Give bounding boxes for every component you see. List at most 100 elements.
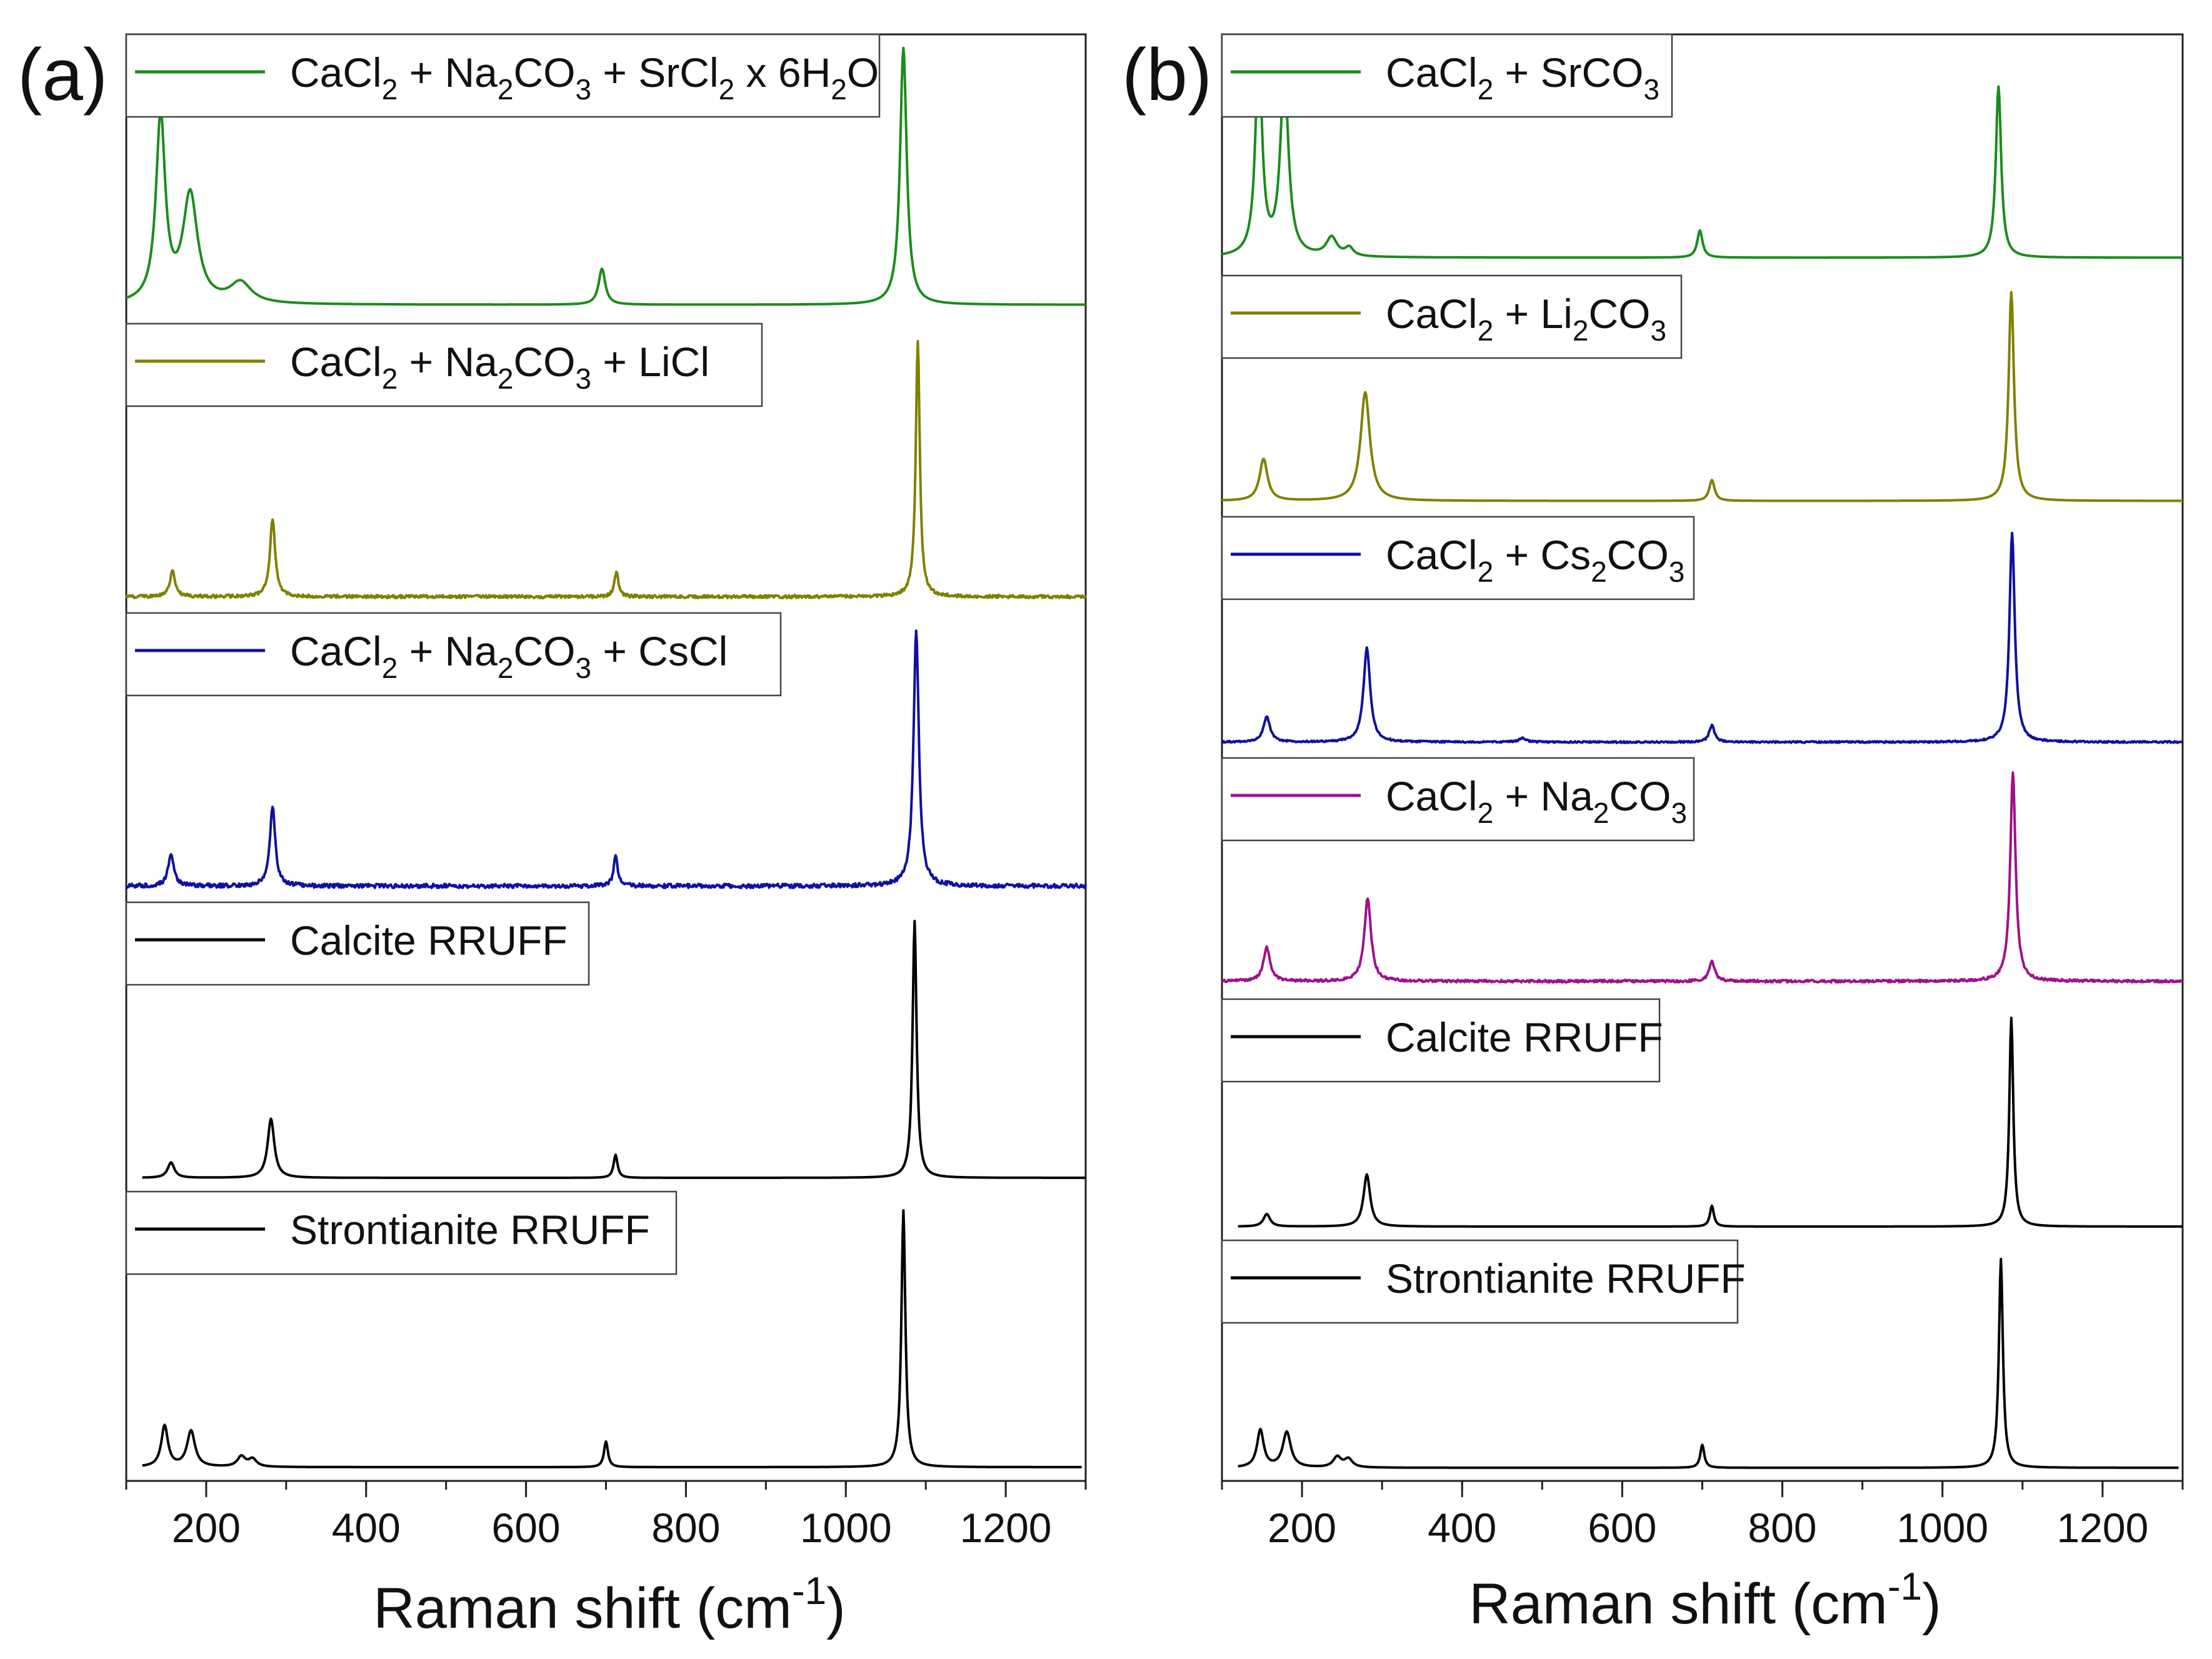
legend-text: CO bbox=[1607, 532, 1669, 578]
legend-subscript: 3 bbox=[1650, 314, 1666, 347]
legend-box: Strontianite RRUFF bbox=[125, 1190, 678, 1275]
legend-box: Calcite RRUFF bbox=[1221, 998, 1663, 1083]
legend-subscript: 2 bbox=[498, 652, 514, 684]
spectrum-line bbox=[126, 629, 1087, 890]
legend-frame bbox=[1221, 516, 1695, 600]
legend-subscript: 2 bbox=[1593, 797, 1609, 829]
x-tick-label: 200 bbox=[172, 1505, 241, 1551]
legend-text: x 6H bbox=[734, 49, 831, 96]
panel-label: (a) bbox=[18, 34, 108, 116]
legend-text: Calcite RRUFF bbox=[1386, 1014, 1663, 1060]
legend-label: Calcite RRUFF bbox=[1386, 1014, 1663, 1060]
legend-text: CaCl bbox=[1386, 773, 1478, 819]
legend-text: CO bbox=[1588, 291, 1650, 337]
legend-subscript: 3 bbox=[575, 362, 591, 395]
legend-frame bbox=[125, 901, 590, 986]
x-tick-label: 1000 bbox=[800, 1505, 892, 1551]
legend-text: CaCl bbox=[1386, 291, 1478, 337]
legend-label: CaCl2 + Na2CO3 + SrCl2 x 6H2O bbox=[290, 49, 879, 106]
spectrum-line bbox=[125, 340, 1087, 600]
legend-label: CaCl2 + Cs2CO3 bbox=[1386, 532, 1684, 588]
legend-frame bbox=[1221, 998, 1661, 1083]
legend-subscript: 2 bbox=[382, 362, 398, 395]
x-tick-label: 1000 bbox=[1896, 1505, 1988, 1551]
legend-label: CaCl2 + Na2CO3 bbox=[1386, 773, 1687, 829]
legend-box: CaCl2 + Na2CO3 + LiCl bbox=[125, 322, 763, 407]
panel-label: (b) bbox=[1122, 34, 1212, 116]
legend-frame bbox=[1221, 274, 1683, 359]
x-tick-label: 1200 bbox=[960, 1505, 1052, 1551]
legend-text: + Na bbox=[1493, 773, 1593, 819]
legend-subscript: 2 bbox=[719, 73, 735, 106]
panel-a: (a) 200 400 600 800 1000 1200 Raman shift (cm-1… bbox=[18, 33, 1087, 1640]
legend-text: Strontianite RRUFF bbox=[290, 1207, 650, 1253]
legend-subscript: 3 bbox=[575, 73, 591, 106]
x-tick-label: 400 bbox=[1428, 1505, 1496, 1551]
legend-text: CO bbox=[1609, 773, 1671, 819]
spectrum-line bbox=[1237, 1258, 2179, 1469]
legend-box: Strontianite RRUFF bbox=[1221, 1239, 1746, 1324]
legend-subscript: 2 bbox=[382, 73, 398, 106]
legend-subscript: 2 bbox=[1591, 555, 1607, 588]
legend-text: + Cs bbox=[1493, 532, 1591, 578]
x-tick-label: 400 bbox=[332, 1505, 401, 1551]
legend-subscript: 2 bbox=[1478, 314, 1494, 347]
x-tick-label: 600 bbox=[1588, 1505, 1656, 1551]
legend-label: CaCl2 + Na2CO3 + LiCl bbox=[290, 339, 709, 395]
legend-text: + LiCl bbox=[591, 339, 709, 385]
x-axis-label-text: Raman shift (cm bbox=[373, 1577, 792, 1640]
x-tick-label: 1200 bbox=[2057, 1505, 2149, 1551]
legend-text: CaCl bbox=[290, 49, 382, 96]
spectrum-line bbox=[1221, 771, 2184, 984]
legend-subscript: 2 bbox=[1478, 797, 1494, 829]
x-tick-label: 600 bbox=[492, 1505, 561, 1551]
legend-label: CaCl2 + SrCO3 bbox=[1386, 49, 1659, 106]
x-axis-label-close: ) bbox=[826, 1577, 846, 1640]
x-axis-label-text: Raman shift (cm bbox=[1469, 1572, 1888, 1636]
legend-subscript: 2 bbox=[1478, 555, 1494, 588]
legend-frame bbox=[125, 612, 782, 697]
legend-text: CO bbox=[513, 49, 575, 96]
legend-text: + SrCl bbox=[591, 49, 719, 96]
legend-subscript: 3 bbox=[1644, 73, 1660, 106]
spectrum-line bbox=[1221, 532, 2184, 744]
legend-text: + CsCl bbox=[591, 628, 728, 674]
legend-box: Calcite RRUFF bbox=[125, 901, 590, 986]
panel-b: (b) 200 400 600 800 1000 1200 Raman shift (cm-1… bbox=[1122, 33, 2184, 1636]
legend-subscript: 2 bbox=[382, 652, 398, 684]
legend-text: Calcite RRUFF bbox=[290, 917, 568, 964]
legend-text: + Na bbox=[398, 49, 498, 96]
legend-frame bbox=[125, 33, 881, 118]
legend-subscript: 2 bbox=[831, 73, 847, 106]
legend-text: CaCl bbox=[290, 339, 382, 385]
legend-box: CaCl2 + Na2CO3 + CsCl bbox=[125, 612, 782, 697]
legend-text: CaCl bbox=[1386, 49, 1478, 96]
x-tick-label: 800 bbox=[1748, 1505, 1817, 1551]
legend-box: CaCl2 + Na2CO3 + SrCl2 x 6H2O bbox=[125, 33, 881, 118]
legend-frame bbox=[1221, 757, 1695, 842]
legend-text: CaCl bbox=[1386, 532, 1478, 578]
spectrum-line bbox=[1237, 1017, 2183, 1228]
legend-box: CaCl2 + Na2CO3 bbox=[1221, 757, 1695, 842]
legend-subscript: 2 bbox=[1573, 314, 1589, 347]
legend-text: + Li bbox=[1493, 291, 1573, 337]
legend-box: CaCl2 + Li2CO3 bbox=[1221, 274, 1683, 359]
legend-box: CaCl2 + SrCO3 bbox=[1221, 33, 1673, 118]
x-tick-label: 800 bbox=[651, 1505, 720, 1551]
legend-text: + Na bbox=[398, 339, 498, 385]
legend-text: Strontianite RRUFF bbox=[1386, 1255, 1746, 1302]
x-axis-label-close: ) bbox=[1922, 1572, 1941, 1636]
legend-subscript: 2 bbox=[1478, 73, 1494, 106]
legend-label: Strontianite RRUFF bbox=[1386, 1255, 1746, 1302]
legend-text: O bbox=[847, 49, 879, 96]
legend-subscript: 2 bbox=[498, 362, 514, 395]
x-axis-label: Raman shift (cm-1) bbox=[373, 1570, 845, 1640]
legend-text: CO bbox=[513, 628, 575, 674]
legend-label: Strontianite RRUFF bbox=[290, 1207, 650, 1253]
legend-frame bbox=[1221, 33, 1673, 118]
legend-label: CaCl2 + Na2CO3 + CsCl bbox=[290, 628, 728, 684]
x-axis-label-superscript: -1 bbox=[1888, 1565, 1922, 1608]
x-tick-label: 200 bbox=[1268, 1505, 1336, 1551]
legend-subscript: 3 bbox=[1669, 555, 1685, 588]
legend-text: + SrCO bbox=[1493, 49, 1643, 96]
